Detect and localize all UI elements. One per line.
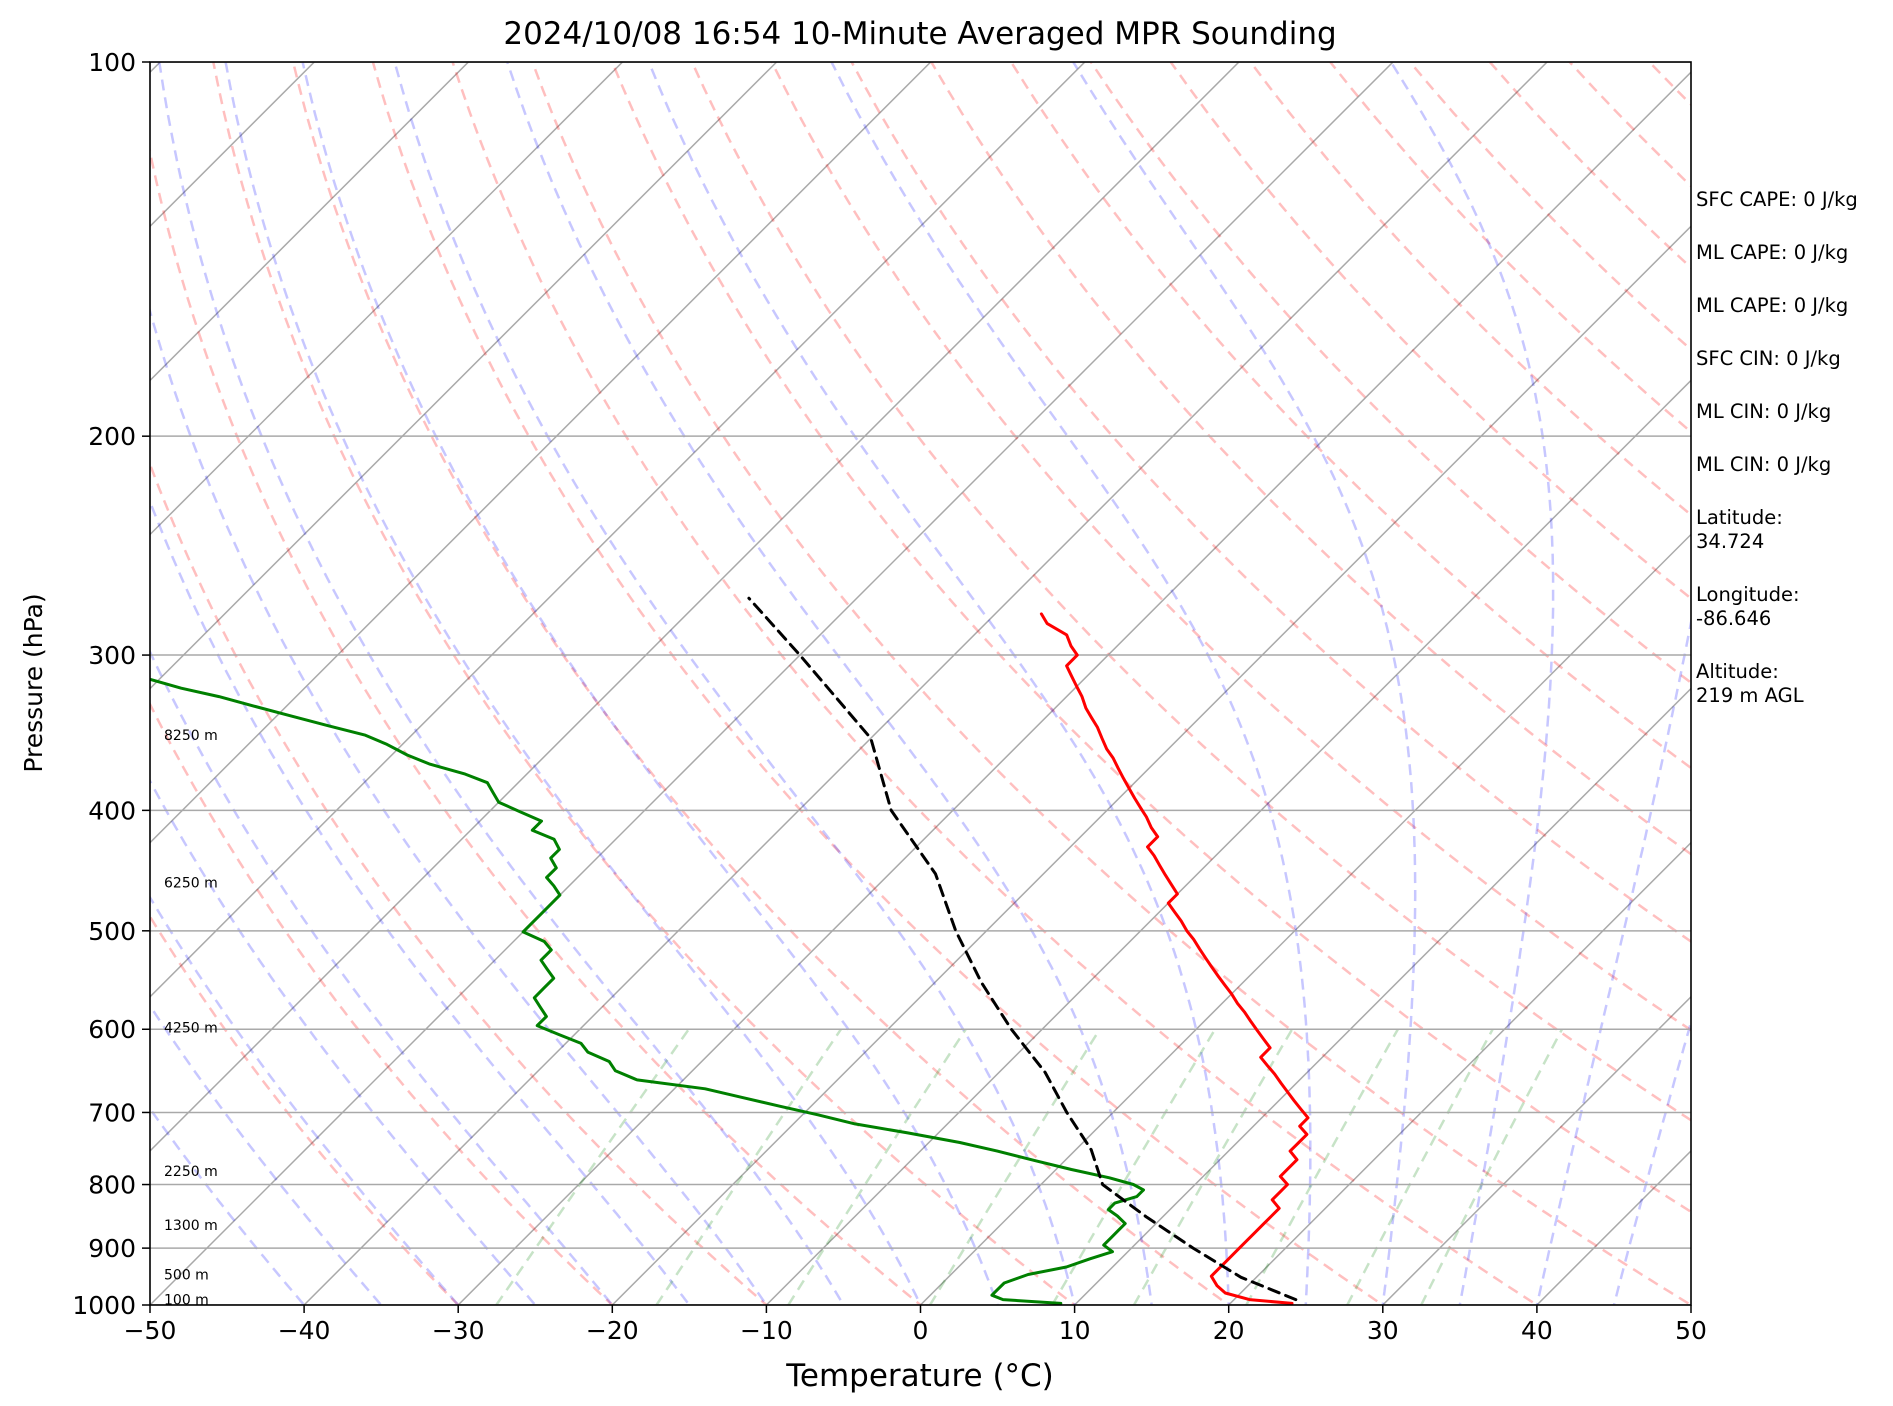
y-tick-label: 1000: [72, 1291, 136, 1320]
mixing-ratio-line: [787, 1028, 967, 1305]
dry-adiabat-line: [150, 460, 769, 1305]
isotherm-line: [150, 62, 932, 844]
x-tick-label: 10: [1059, 1316, 1091, 1345]
mixing-ratio-line: [1051, 1028, 1217, 1305]
latitude-text: Latitude: 34.724: [1696, 506, 1783, 553]
x-tick-label: −40: [278, 1316, 331, 1345]
mixing-ratio-line: [1245, 1028, 1399, 1305]
isotherm-line: [457, 71, 1691, 1305]
y-tick-label: 700: [88, 1098, 136, 1127]
dry-adiabat-line: [1089, 62, 1691, 685]
height-label: 6250 m: [164, 875, 218, 891]
isotherm-line: [1073, 687, 1691, 1305]
dry-adiabat-line: [451, 62, 1540, 1305]
y-tick-label: 100: [88, 48, 136, 77]
moist-adiabat-line: [224, 62, 922, 1305]
moist-adiabat-line: [1535, 615, 1691, 1305]
x-tick-label: 40: [1521, 1316, 1553, 1345]
dry-adiabat-line: [150, 914, 460, 1305]
moist-adiabat-line: [150, 1106, 306, 1305]
dewpoint-line: [150, 677, 1145, 1305]
y-axis-label: Pressure (hPa): [19, 593, 48, 772]
longitude-text: Longitude: -86.646: [1696, 583, 1800, 630]
height-label: 4250 m: [164, 1020, 218, 1036]
height-label: 1300 m: [164, 1218, 218, 1234]
info-panel: SFC CAPE: 0 J/kg ML CAPE: 0 J/kg ML CAPE…: [1696, 188, 1886, 737]
isotherm-line: [611, 225, 1691, 1305]
isotherm-line: [1381, 995, 1691, 1305]
mixing-ratio-line: [1132, 1028, 1294, 1305]
ml-cin-text: ML CIN: 0 J/kg: [1696, 400, 1832, 423]
moist-adiabat-line: [150, 1003, 383, 1305]
isotherm-line: [150, 62, 1086, 998]
moist-adiabat-line: [830, 62, 1312, 1305]
y-tick-label: 300: [88, 641, 136, 670]
x-tick-label: −20: [586, 1316, 639, 1345]
isotherm-line: [150, 62, 1395, 1305]
moist-adiabat-line: [150, 498, 691, 1305]
ml-cape-text-2: ML CAPE: 0 J/kg: [1696, 294, 1849, 317]
moist-adiabat-line: [150, 778, 537, 1305]
dry-adiabat-line: [610, 62, 1691, 1214]
x-tick-label: 0: [913, 1316, 929, 1345]
y-axis: 100 200 300 400 500 600 700 800 900 1000: [72, 48, 150, 1320]
temperature-line: [1039, 612, 1310, 1305]
altitude-text: Altitude: 219 m AGL: [1696, 660, 1804, 707]
x-tick-label: 20: [1213, 1316, 1245, 1345]
sfc-cape-text: SFC CAPE: 0 J/kg: [1696, 188, 1858, 211]
isotherm-line: [919, 533, 1691, 1305]
height-label: 2250 m: [164, 1164, 218, 1180]
height-label: 8250 m: [164, 728, 218, 744]
y-tick-label: 600: [88, 1015, 136, 1044]
dry-adiabat-line: [531, 62, 1691, 1305]
dry-adiabat-line: [1009, 62, 1691, 770]
moist-adiabat-line: [1612, 1017, 1691, 1305]
height-label: 500 m: [164, 1267, 209, 1283]
y-tick-label: 900: [88, 1234, 136, 1263]
isotherm-line: [150, 62, 624, 536]
dry-adiabat-line: [291, 62, 1231, 1305]
moist-adiabat-line: [150, 648, 614, 1305]
sfc-cin-text: SFC CIN: 0 J/kg: [1696, 347, 1841, 370]
x-tick-label: 50: [1675, 1316, 1707, 1345]
reference-lines: [150, 62, 1691, 1305]
dry-adiabat-line: [929, 62, 1691, 856]
isotherm-line: [150, 62, 470, 382]
isotherm-line: [150, 62, 1240, 1152]
moist-adiabat-line: [301, 62, 999, 1305]
parcel-line: [747, 596, 1298, 1302]
y-tick-label: 500: [88, 917, 136, 946]
height-label: 100 m: [164, 1293, 209, 1309]
dry-adiabat-line: [212, 62, 1077, 1305]
dry-adiabat-line: [150, 146, 923, 1305]
y-tick-label: 200: [88, 422, 136, 451]
moist-adiabat-line: [1072, 62, 1417, 1305]
y-tick-label: 400: [88, 796, 136, 825]
isotherm-line: [1227, 841, 1691, 1305]
isotherm-line: [150, 62, 778, 690]
isotherm-line: [303, 62, 1549, 1305]
dry-adiabat-line: [1169, 62, 1691, 601]
x-axis: −50 −40 −30 −20 −10 0 10 20 30 40 50: [124, 1305, 1707, 1345]
sounding-lines: [150, 596, 1310, 1305]
moist-adiabat-line: [158, 62, 845, 1305]
moist-adiabat-line: [393, 62, 1076, 1305]
moist-adiabat-line: [647, 62, 1230, 1305]
ml-cin-text-2: ML CIN: 0 J/kg: [1696, 453, 1832, 476]
moist-adiabat-line: [150, 895, 460, 1305]
dry-adiabat-line: [150, 701, 615, 1305]
ml-cape-text: ML CAPE: 0 J/kg: [1696, 241, 1849, 264]
x-tick-label: −30: [432, 1316, 485, 1345]
dry-adiabat-line: [770, 62, 1691, 1032]
x-tick-label: 30: [1367, 1316, 1399, 1345]
moist-adiabat-line: [1389, 62, 1555, 1305]
mixing-ratio-line: [928, 1028, 1101, 1305]
x-axis-label: Temperature (°C): [785, 1358, 1054, 1394]
x-tick-label: −50: [124, 1316, 177, 1345]
chart-title: 2024/10/08 16:54 10-Minute Averaged MPR …: [503, 16, 1336, 52]
y-tick-label: 800: [88, 1171, 136, 1200]
isotherm-line: [765, 379, 1691, 1305]
x-tick-label: −10: [740, 1316, 793, 1345]
